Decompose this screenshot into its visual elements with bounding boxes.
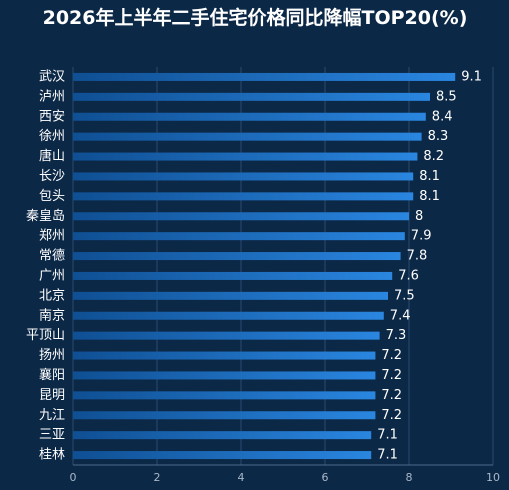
y-tick-label: 郑州 — [39, 229, 65, 244]
y-tick-label: 秦皇岛 — [26, 208, 65, 224]
value-label: 7.3 — [386, 328, 407, 343]
bar — [73, 351, 376, 360]
y-tick-label: 广州 — [39, 268, 65, 283]
value-label: 7.6 — [398, 268, 419, 283]
bar — [73, 152, 418, 161]
y-tick-label: 襄阳 — [39, 367, 65, 383]
y-tick-label: 扬州 — [39, 348, 65, 363]
x-tick-label: 4 — [238, 471, 245, 484]
bar — [73, 192, 414, 201]
x-tick-label: 0 — [70, 471, 77, 484]
bar — [73, 212, 409, 221]
value-label: 8.5 — [436, 89, 457, 104]
y-tick-label: 平顶山 — [26, 328, 65, 343]
bar — [73, 391, 376, 400]
bar — [73, 451, 372, 460]
y-tick-label: 九江 — [39, 408, 65, 423]
value-label: 8.1 — [419, 169, 440, 184]
bar — [73, 271, 393, 280]
y-tick-label: 武汉 — [39, 69, 65, 84]
value-label: 8.4 — [432, 109, 453, 124]
y-tick-label: 北京 — [39, 288, 65, 303]
y-tick-label: 常德 — [39, 249, 65, 264]
chart-title: 2026年上半年二手住宅价格同比降幅TOP20(%) — [42, 7, 468, 29]
value-label: 7.2 — [381, 348, 402, 363]
y-tick-label: 长沙 — [39, 169, 65, 184]
bar — [73, 112, 426, 121]
bar — [73, 411, 376, 420]
bar — [73, 252, 401, 261]
x-tick-label: 10 — [486, 471, 500, 484]
value-label: 7.2 — [381, 388, 402, 403]
value-label: 8.3 — [428, 129, 449, 144]
x-tick-label: 2 — [154, 471, 161, 484]
bar — [73, 311, 384, 320]
value-label: 9.1 — [461, 69, 482, 84]
y-tick-label: 南京 — [39, 307, 65, 323]
y-tick-label: 徐州 — [39, 129, 65, 144]
bar — [73, 371, 376, 380]
value-label: 8 — [415, 209, 423, 224]
y-tick-label: 西安 — [39, 109, 65, 124]
bar — [73, 431, 372, 440]
bar — [73, 291, 388, 300]
value-label: 7.8 — [407, 249, 428, 264]
x-tick-label: 8 — [406, 471, 413, 484]
value-label: 8.1 — [419, 189, 440, 204]
bar — [73, 132, 422, 141]
y-tick-label: 唐山 — [39, 148, 65, 164]
value-label: 7.2 — [381, 408, 402, 423]
value-label: 7.1 — [377, 448, 398, 463]
bar — [73, 232, 405, 241]
value-label: 7.1 — [377, 428, 398, 443]
bar — [73, 72, 456, 81]
value-label: 8.2 — [423, 149, 444, 164]
bar — [73, 331, 380, 340]
y-tick-label: 昆明 — [39, 388, 65, 403]
y-tick-label: 桂林 — [39, 448, 65, 463]
y-tick-label: 三亚 — [39, 428, 65, 443]
value-label: 7.5 — [394, 288, 415, 303]
value-label: 7.4 — [390, 308, 411, 323]
bar — [73, 92, 430, 101]
y-tick-label: 包头 — [39, 189, 65, 204]
x-tick-label: 6 — [322, 471, 329, 484]
y-tick-label: 泸州 — [39, 89, 65, 104]
value-label: 7.2 — [381, 368, 402, 383]
bar — [73, 172, 414, 181]
value-label: 7.9 — [411, 229, 432, 244]
